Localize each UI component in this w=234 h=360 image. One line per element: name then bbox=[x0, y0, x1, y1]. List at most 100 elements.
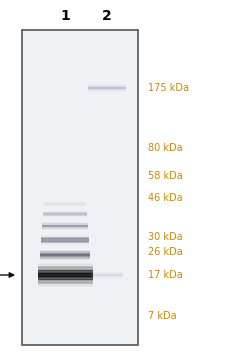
Bar bbox=[37, 274, 92, 275]
Bar bbox=[88, 85, 126, 86]
Bar bbox=[42, 229, 88, 230]
Bar bbox=[91, 274, 123, 275]
Bar bbox=[37, 280, 92, 281]
Bar bbox=[91, 274, 123, 275]
Bar bbox=[88, 89, 126, 90]
Bar bbox=[42, 224, 88, 225]
Bar bbox=[40, 252, 90, 253]
Bar bbox=[91, 275, 123, 276]
Bar bbox=[40, 258, 90, 259]
Text: 2: 2 bbox=[102, 9, 112, 23]
Bar bbox=[37, 272, 92, 273]
Bar bbox=[88, 84, 126, 85]
Bar bbox=[37, 268, 92, 269]
Bar bbox=[37, 265, 92, 266]
Bar bbox=[41, 243, 89, 244]
Bar bbox=[37, 275, 92, 276]
Bar bbox=[37, 270, 92, 271]
Bar bbox=[41, 240, 89, 241]
Bar bbox=[37, 283, 92, 284]
Bar bbox=[37, 267, 92, 268]
Bar bbox=[40, 253, 90, 254]
Bar bbox=[40, 251, 90, 252]
Text: 1: 1 bbox=[60, 9, 70, 23]
Bar bbox=[37, 269, 92, 270]
Bar bbox=[88, 88, 126, 89]
Bar bbox=[40, 254, 90, 255]
Bar bbox=[37, 285, 92, 287]
Bar bbox=[37, 284, 92, 285]
Bar bbox=[88, 91, 126, 92]
Bar bbox=[37, 279, 92, 280]
Bar bbox=[88, 85, 126, 86]
Bar bbox=[37, 266, 92, 267]
Bar bbox=[91, 272, 123, 273]
Text: 175 kDa: 175 kDa bbox=[148, 83, 189, 93]
Bar bbox=[42, 223, 88, 224]
Bar bbox=[88, 86, 126, 87]
Bar bbox=[41, 239, 89, 240]
Bar bbox=[41, 240, 89, 241]
Bar bbox=[37, 282, 92, 283]
Bar bbox=[41, 235, 89, 236]
Bar bbox=[88, 86, 126, 87]
Bar bbox=[88, 91, 126, 92]
Bar bbox=[40, 253, 90, 254]
Bar bbox=[40, 256, 90, 257]
Bar bbox=[91, 278, 123, 279]
Bar bbox=[37, 270, 92, 271]
Bar bbox=[41, 242, 89, 243]
Bar bbox=[37, 276, 92, 278]
Bar bbox=[37, 266, 92, 267]
Text: 46 kDa: 46 kDa bbox=[148, 193, 183, 203]
Text: 80 kDa: 80 kDa bbox=[148, 143, 183, 153]
Bar bbox=[91, 273, 123, 274]
Bar bbox=[88, 90, 126, 91]
Bar bbox=[40, 257, 90, 258]
Bar bbox=[37, 273, 92, 274]
Bar bbox=[37, 271, 92, 272]
Bar bbox=[37, 273, 92, 274]
Bar bbox=[91, 277, 123, 278]
Bar bbox=[37, 279, 92, 280]
Text: 7 kDa: 7 kDa bbox=[148, 311, 177, 321]
Bar bbox=[88, 90, 126, 91]
Text: 30 kDa: 30 kDa bbox=[148, 232, 183, 242]
Bar bbox=[40, 252, 90, 253]
Bar bbox=[41, 237, 89, 238]
Bar bbox=[42, 222, 88, 223]
Bar bbox=[41, 242, 89, 243]
Bar bbox=[42, 226, 88, 227]
Bar bbox=[41, 236, 89, 237]
Bar bbox=[91, 276, 123, 277]
Bar bbox=[22, 30, 138, 345]
Bar bbox=[40, 254, 90, 255]
Bar bbox=[41, 235, 89, 236]
Bar bbox=[37, 264, 92, 265]
Bar bbox=[37, 277, 92, 278]
Bar bbox=[41, 238, 89, 239]
Bar bbox=[37, 285, 92, 286]
Bar bbox=[37, 276, 92, 277]
Bar bbox=[41, 236, 89, 237]
Bar bbox=[91, 271, 123, 272]
Bar bbox=[40, 255, 90, 256]
Text: 58 kDa: 58 kDa bbox=[148, 171, 183, 181]
Bar bbox=[42, 222, 88, 223]
Bar bbox=[37, 264, 92, 265]
Bar bbox=[91, 276, 123, 277]
Bar bbox=[42, 228, 88, 229]
Bar bbox=[37, 281, 92, 282]
Text: 26 kDa: 26 kDa bbox=[148, 247, 183, 257]
Bar bbox=[40, 255, 90, 256]
Bar bbox=[88, 84, 126, 85]
Text: 17 kDa: 17 kDa bbox=[148, 270, 183, 280]
Bar bbox=[40, 259, 90, 260]
Bar bbox=[42, 227, 88, 228]
Bar bbox=[41, 238, 89, 239]
Bar bbox=[42, 225, 88, 226]
Bar bbox=[40, 250, 90, 251]
Bar bbox=[37, 282, 92, 284]
Bar bbox=[41, 244, 89, 245]
Bar bbox=[41, 241, 89, 242]
